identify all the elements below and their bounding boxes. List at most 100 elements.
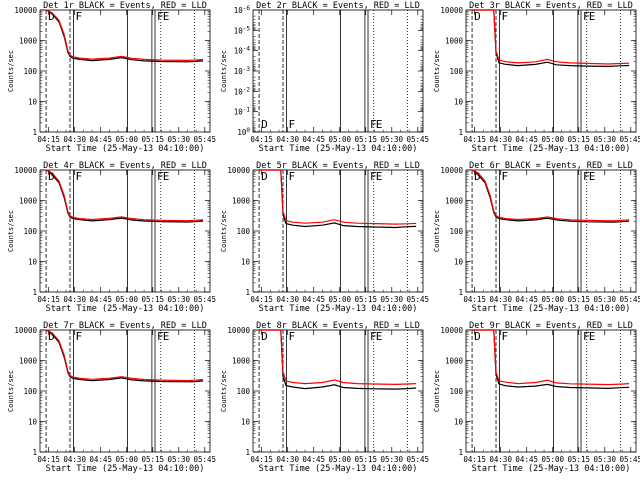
panel-title: Det 8r BLACK = Events, RED = LLD — [256, 321, 420, 331]
panel-title: Det 2r BLACK = Events, RED = LLD — [256, 1, 420, 11]
x-tick-label: 05:30 — [167, 455, 190, 464]
y-tick-label: 100 — [236, 227, 250, 236]
panel-title: Det 1r BLACK = Events, RED = LLD — [43, 1, 207, 11]
y-axis-label: Counts/sec — [220, 50, 228, 92]
panel-title: Det 6r BLACK = Events, RED = LLD — [469, 161, 633, 171]
plot-frame — [39, 329, 211, 453]
marker-letter: D — [474, 10, 481, 23]
x-tick-label: 05:15 — [354, 455, 377, 464]
x-tick-label: 04:15 — [37, 135, 60, 144]
y-tick-exponent: -3 — [243, 66, 251, 73]
y-tick-base: 10 — [234, 108, 244, 117]
marker-letter: F — [288, 118, 295, 131]
y-tick-label: 1000 — [19, 197, 38, 206]
marker-letter: F — [583, 10, 590, 23]
marker-letter: D — [474, 330, 481, 343]
x-tick-label: 04:30 — [276, 135, 299, 144]
series-line — [472, 329, 630, 386]
panel-7: Det 7r BLACK = Events, RED = LLD 1 10 100 10… — [7, 321, 216, 474]
marker-letter: D — [48, 10, 55, 23]
panel-title: Det 5r BLACK = Events, RED = LLD — [256, 161, 420, 171]
x-tick-label: 05:45 — [407, 295, 430, 304]
x-axis-label: Start Time (25-May-13 04:10:00) — [259, 304, 418, 314]
y-tick-label: 10 — [241, 258, 251, 267]
y-tick-label: 100 — [23, 67, 37, 76]
x-tick-label: 05:15 — [354, 295, 377, 304]
y-tick-label: 10-6 — [234, 5, 251, 15]
x-tick-label: 05:15 — [354, 135, 377, 144]
x-axis-label: Start Time (25-May-13 04:10:00) — [46, 144, 205, 154]
y-tick-label: 10 — [454, 258, 464, 267]
marker-letter: F — [75, 330, 82, 343]
y-tick-exponent: -1 — [243, 107, 251, 114]
x-tick-label: 04:30 — [489, 295, 512, 304]
x-tick-label: 05:30 — [380, 455, 403, 464]
series-line — [472, 9, 630, 65]
marker-letter: E — [376, 330, 383, 343]
series-line — [259, 329, 417, 386]
y-axis-label: Counts/sec — [433, 210, 441, 252]
x-tick-label: 05:30 — [593, 455, 616, 464]
y-tick-label: 10-1 — [234, 107, 251, 117]
y-tick-base: 10 — [234, 87, 244, 96]
x-tick-label: 04:45 — [302, 135, 325, 144]
marker-letter: E — [589, 170, 596, 183]
x-tick-label: 05:30 — [167, 295, 190, 304]
x-tick-label: 05:45 — [407, 135, 430, 144]
marker-letter: E — [163, 330, 170, 343]
marker-letter: F — [370, 118, 377, 131]
x-axis-label: Start Time (25-May-13 04:10:00) — [472, 144, 631, 154]
x-tick-label: 05:15 — [141, 455, 164, 464]
y-tick-base: 10 — [237, 128, 247, 137]
y-tick-base: 10 — [234, 67, 244, 76]
y-tick-label: 10 — [454, 98, 464, 107]
y-tick-label: 1000 — [232, 357, 251, 366]
x-axis-label: Start Time (25-May-13 04:10:00) — [472, 464, 631, 474]
marker-letter: F — [501, 330, 508, 343]
x-tick-label: 04:15 — [463, 135, 486, 144]
y-axis-label: Counts/sec — [7, 50, 15, 92]
panel-8: Det 8r BLACK = Events, RED = LLD 1 10 100 10… — [220, 321, 429, 474]
x-tick-label: 04:30 — [63, 455, 86, 464]
panel-title: Det 4r BLACK = Events, RED = LLD — [43, 161, 207, 171]
y-tick-label: 100 — [23, 227, 37, 236]
y-tick-label: 1 — [245, 448, 250, 457]
x-tick-label: 05:00 — [541, 135, 564, 144]
marker-letter: F — [370, 170, 377, 183]
panel-4: Det 4r BLACK = Events, RED = LLD 1 10 100 10… — [7, 161, 216, 314]
marker-letter: D — [474, 170, 481, 183]
y-tick-label: 10000 — [227, 166, 250, 175]
x-tick-label: 05:00 — [115, 295, 138, 304]
marker-letter: E — [163, 170, 170, 183]
marker-letter: F — [75, 10, 82, 23]
x-tick-label: 05:30 — [593, 295, 616, 304]
y-tick-label: 10 — [28, 258, 38, 267]
x-tick-label: 05:30 — [380, 295, 403, 304]
marker-letter: D — [261, 118, 268, 131]
y-tick-label: 1000 — [445, 37, 464, 46]
x-tick-label: 05:45 — [407, 455, 430, 464]
x-tick-label: 05:15 — [141, 135, 164, 144]
x-tick-label: 05:00 — [328, 295, 351, 304]
series-line — [259, 169, 417, 225]
x-tick-label: 04:15 — [463, 455, 486, 464]
x-tick-label: 04:45 — [89, 455, 112, 464]
series-line — [45, 9, 204, 62]
y-tick-label: 1000 — [19, 357, 38, 366]
x-axis-label: Start Time (25-May-13 04:10:00) — [259, 144, 418, 154]
series-line — [45, 169, 204, 223]
y-tick-label: 1 — [245, 288, 250, 297]
y-axis-label: Counts/sec — [433, 370, 441, 412]
x-tick-label: 05:00 — [115, 135, 138, 144]
x-tick-label: 05:15 — [567, 455, 590, 464]
y-tick-label: 100 — [449, 387, 463, 396]
x-tick-label: 05:00 — [541, 455, 564, 464]
plot-frame — [465, 169, 637, 293]
x-tick-label: 05:00 — [115, 455, 138, 464]
y-axis-label: Counts/sec — [433, 50, 441, 92]
y-tick-label: 1 — [32, 288, 37, 297]
x-tick-label: 04:45 — [89, 295, 112, 304]
y-tick-exponent: -4 — [243, 46, 251, 53]
series-line — [45, 169, 204, 222]
y-tick-label: 1000 — [232, 197, 251, 206]
